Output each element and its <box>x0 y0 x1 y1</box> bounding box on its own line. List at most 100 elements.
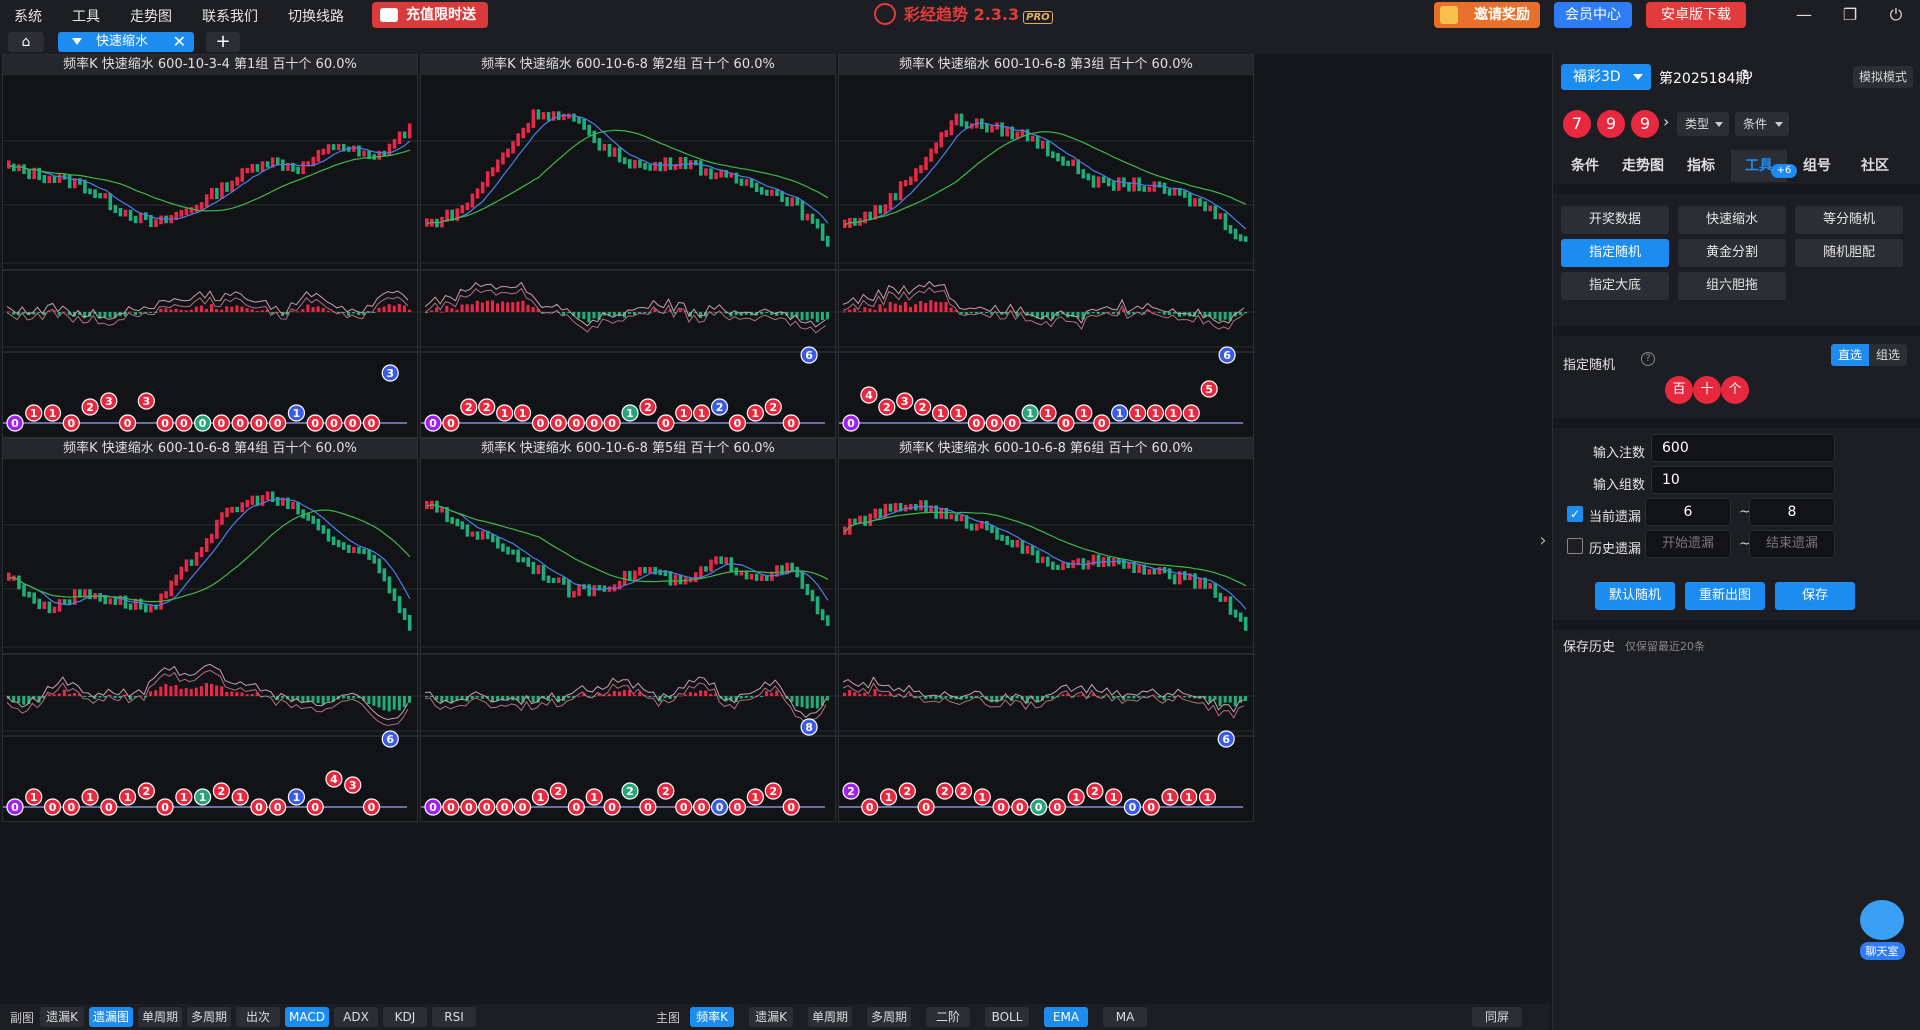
sub-chart-option[interactable]: 多周期 <box>187 1007 231 1027</box>
macd-bar <box>597 693 601 696</box>
main-chart-option[interactable]: 频率K <box>690 1007 734 1027</box>
history-omission-from[interactable]: 开始遗漏 <box>1645 530 1731 558</box>
tool-button[interactable]: 快速缩水 <box>1678 206 1786 234</box>
sub-chart-option[interactable]: ADX <box>334 1007 378 1027</box>
current-omission-checkbox[interactable]: ✓ <box>1567 506 1583 522</box>
macd-bar <box>638 312 642 313</box>
chart-panel[interactable]: 频率K 快速缩水 600-10-6-8 第2组 百十个 60.0% 0 0 2 2 1 1 0… <box>420 54 837 438</box>
tool-button[interactable]: 随机胆配 <box>1795 239 1903 267</box>
omission-ball-value: 0 <box>572 417 580 430</box>
omission-ball: 2 <box>764 782 782 800</box>
macd-bar <box>301 309 305 312</box>
history-omission-to[interactable]: 结束遗漏 <box>1749 530 1835 558</box>
chart-panel[interactable]: 频率K 快速缩水 600-10-6-8 第5组 百十个 60.0% 0 0 0 0 0 0 1… <box>420 438 837 822</box>
refresh-icon[interactable]: ↻ <box>1741 66 1754 84</box>
candle <box>47 601 52 614</box>
candle <box>719 170 723 178</box>
close-icon[interactable]: ✕ <box>172 32 186 51</box>
sub-chart-option[interactable]: 遗漏K <box>40 1007 84 1027</box>
invite-reward-button[interactable]: 邀请奖励 <box>1434 2 1540 28</box>
tab-quick-shrink[interactable]: 快速缩水 ✕ <box>58 32 194 52</box>
tool-button[interactable]: 指定随机 <box>1561 239 1669 267</box>
default-random-button[interactable]: 默认随机 <box>1595 582 1675 610</box>
simulate-mode-button[interactable]: 模拟模式 <box>1853 66 1913 88</box>
candle <box>174 574 179 586</box>
bets-input[interactable]: 600 <box>1651 434 1835 462</box>
macd-bar <box>57 312 61 316</box>
chevron-right-icon[interactable]: › <box>1663 112 1670 131</box>
macd-bar <box>683 310 687 312</box>
sync-screen-button[interactable]: 同屏 <box>1472 1007 1522 1027</box>
chart-panel[interactable]: 频率K 快速缩水 600-10-6-8 第6组 百十个 60.0% 2 0 1 2 0 2 2… <box>838 438 1255 822</box>
menu-system[interactable]: 系统 <box>14 9 42 25</box>
sub-chart-option[interactable]: 出次 <box>236 1007 280 1027</box>
omission-ball: 0 <box>603 798 621 816</box>
macd-bar <box>1167 696 1171 698</box>
sub-chart-option[interactable]: KDJ <box>383 1007 427 1027</box>
menu-switch-line[interactable]: 切换线路 <box>288 9 344 25</box>
history-omission-checkbox[interactable] <box>1567 538 1583 554</box>
android-download-button[interactable]: 安卓版下载 <box>1646 2 1746 28</box>
sidebar-tab[interactable]: 条件 <box>1571 158 1599 174</box>
sub-chart-option[interactable]: 遗漏图 <box>89 1007 133 1027</box>
omission-ball-value: 2 <box>769 401 777 414</box>
main-chart-option[interactable]: 遗漏K <box>749 1007 793 1027</box>
main-chart-option[interactable]: EMA <box>1044 1007 1088 1027</box>
main-chart-option[interactable]: 单周期 <box>808 1007 852 1027</box>
help-icon[interactable]: ? <box>1641 352 1655 366</box>
current-omission-to[interactable]: 8 <box>1749 498 1835 526</box>
lottery-select[interactable]: 福彩3D <box>1561 64 1651 90</box>
candle <box>341 542 346 550</box>
tool-button[interactable]: 指定大底 <box>1561 272 1669 300</box>
current-omission-from[interactable]: 6 <box>1645 498 1731 526</box>
position-tens-button[interactable]: 十 <box>1693 376 1721 404</box>
restore-icon[interactable]: ❐ <box>1842 5 1858 24</box>
tool-button[interactable]: 黄金分割 <box>1678 239 1786 267</box>
omission-ball: 2 <box>81 398 99 416</box>
main-chart-option[interactable]: 多周期 <box>867 1007 911 1027</box>
omission-ball-value: 0 <box>274 801 282 814</box>
sidebar-tab[interactable]: 指标 <box>1687 158 1715 174</box>
sidebar-tab[interactable]: 组号 <box>1803 158 1831 174</box>
tool-button[interactable]: 等分随机 <box>1795 206 1903 234</box>
recharge-promo-button[interactable]: 充值限时送 <box>372 2 488 28</box>
sub-chart-option[interactable]: MACD <box>285 1007 329 1027</box>
main-chart-option[interactable]: BOLL <box>985 1007 1029 1027</box>
position-units-button[interactable]: 个 <box>1721 376 1749 404</box>
sub-chart-option[interactable]: RSI <box>432 1007 476 1027</box>
sidebar-tab[interactable]: 走势图 <box>1622 158 1664 174</box>
menu-contact[interactable]: 联系我们 <box>202 9 258 25</box>
minimize-icon[interactable]: — <box>1796 5 1812 24</box>
menu-tools[interactable]: 工具 <box>72 9 100 25</box>
condition-dropdown[interactable]: 条件 <box>1735 112 1789 136</box>
position-hundreds-button[interactable]: 百 <box>1665 376 1693 404</box>
sub-chart-option[interactable]: 单周期 <box>138 1007 182 1027</box>
tool-button[interactable]: 组六胆拖 <box>1678 272 1786 300</box>
main-chart-option[interactable]: 二阶 <box>926 1007 970 1027</box>
omission-ball-circle <box>194 414 212 432</box>
chat-room-button[interactable]: 聊天室 <box>1854 900 1910 974</box>
member-center-button[interactable]: 会员中心 <box>1554 2 1632 28</box>
chart-panel[interactable]: 频率K 快速缩水 600-10-6-8 第3组 百十个 60.0% 0 4 2 3 2 1 1… <box>838 54 1255 438</box>
chart-panel[interactable]: 频率K 快速缩水 600-10-6-8 第4组 百十个 60.0% 0 1 0 0 1 0 1… <box>2 438 419 822</box>
chart-panel[interactable]: 频率K 快速缩水 600-10-3-4 第1组 百十个 60.0% 0 1 1 0 2 3 0… <box>2 54 419 438</box>
mode-direct-button[interactable]: 直选 <box>1831 344 1869 366</box>
main-chart-option[interactable]: MA <box>1103 1007 1147 1027</box>
power-icon[interactable]: ⏻ <box>1889 5 1903 24</box>
candle <box>506 546 510 555</box>
save-button[interactable]: 保存 <box>1775 582 1855 610</box>
tab-dropdown-icon[interactable] <box>72 38 82 45</box>
home-icon[interactable]: ⌂ <box>8 32 44 52</box>
omission-ball: 1 <box>1075 404 1093 422</box>
tool-button[interactable]: 开奖数据 <box>1561 206 1669 234</box>
omission-ball-value: 0 <box>483 801 491 814</box>
omission-ball-value: 0 <box>1054 801 1062 814</box>
menu-trend-chart[interactable]: 走势图 <box>130 9 172 25</box>
sidebar-tab[interactable]: 社区 <box>1861 158 1889 174</box>
mode-group-button[interactable]: 组选 <box>1869 344 1907 366</box>
new-tab-button[interactable]: + <box>206 32 240 52</box>
groups-input[interactable]: 10 <box>1651 466 1835 494</box>
collapse-sidebar-icon[interactable]: › <box>1539 530 1547 551</box>
type-dropdown[interactable]: 类型 <box>1677 112 1729 136</box>
redraw-button[interactable]: 重新出图 <box>1685 582 1765 610</box>
